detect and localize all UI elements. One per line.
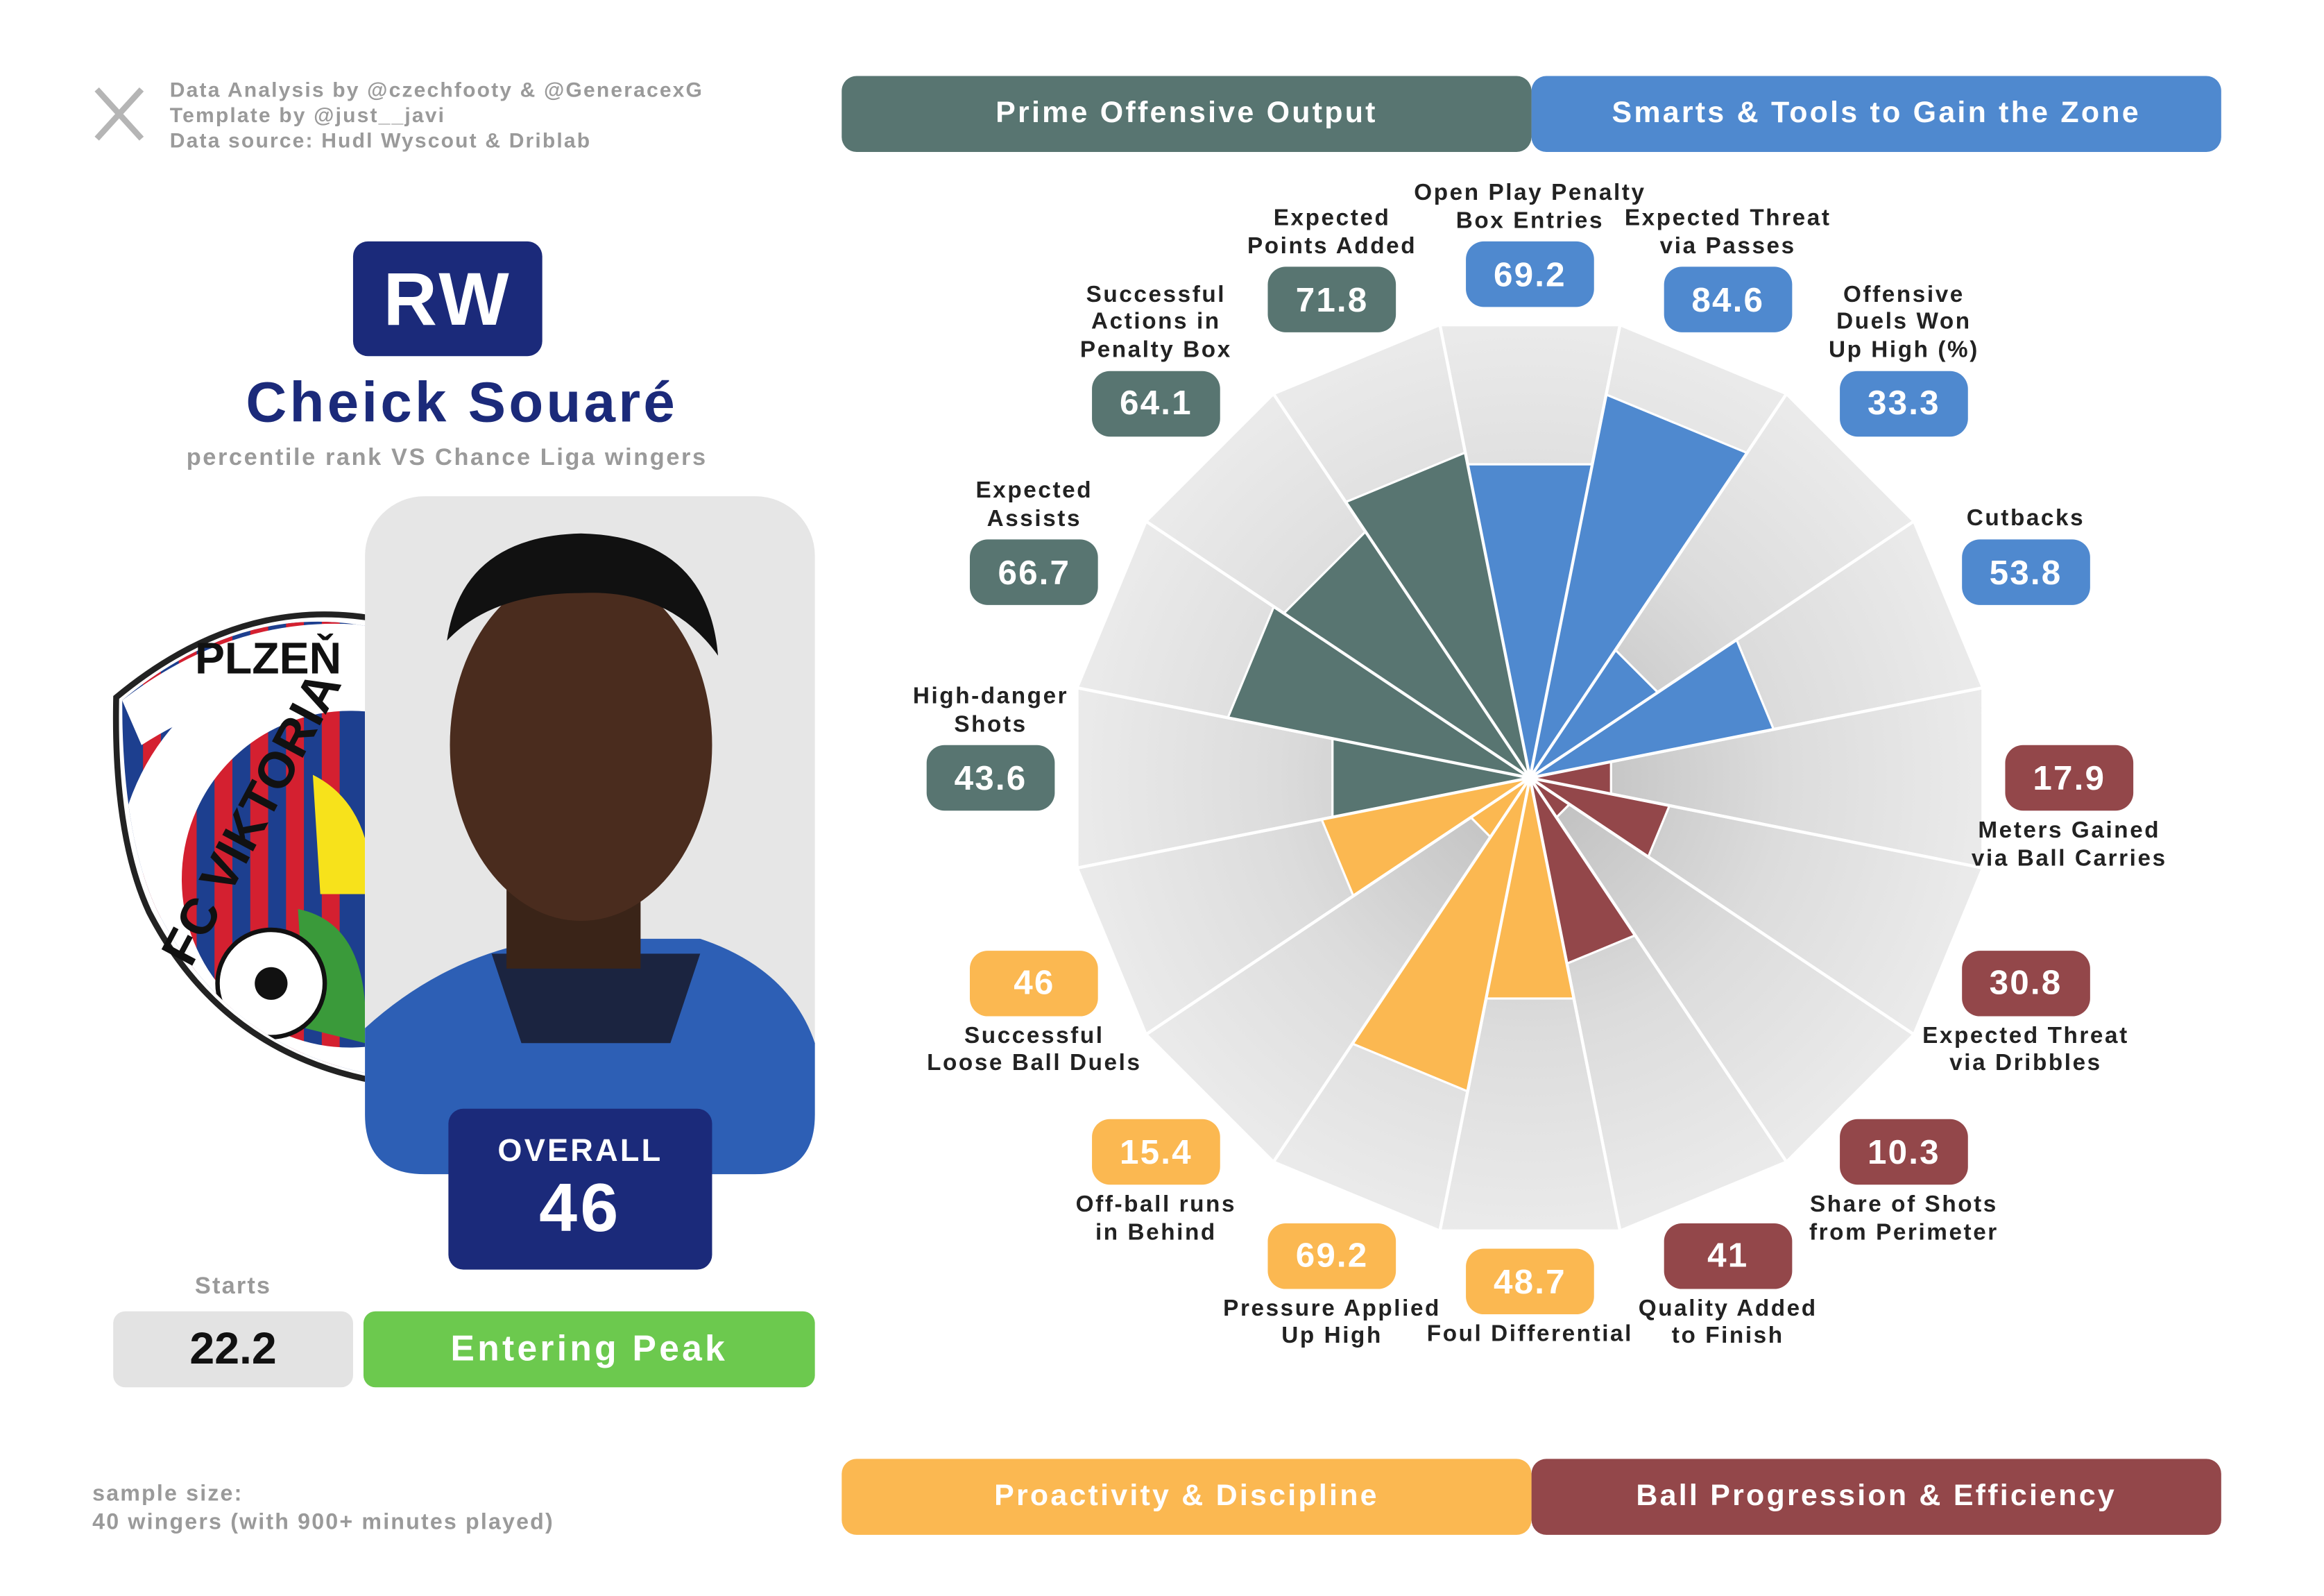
status: Entering Peak (363, 1311, 815, 1388)
overall-value: 46 (539, 1168, 622, 1246)
spoke (1529, 776, 1915, 1036)
x-logo (94, 87, 144, 141)
group-header: Prime Offensive Output (841, 76, 1532, 153)
spoke (1528, 393, 1788, 779)
category-label: Offensive Duels Won Up High (%) (1828, 282, 1979, 363)
overall-box: OVERALL 46 (448, 1108, 712, 1270)
overall-label: OVERALL (497, 1134, 663, 1169)
category-label: Expected Threat via Dribbles (1922, 1023, 2129, 1077)
starts-value: 22.2 (113, 1311, 353, 1388)
value-label: 69.2 (1466, 241, 1594, 307)
category-label: Successful Actions in Penalty Box (1079, 282, 1232, 363)
category-label: Expected Assists (975, 478, 1093, 532)
sample-size: sample size: (92, 1481, 243, 1507)
category-label: Cutbacks (1966, 506, 2085, 532)
spoke (1530, 776, 1983, 869)
value-label: 53.8 (1961, 539, 2090, 606)
spoke (1438, 324, 1532, 779)
spoke (1077, 686, 1530, 780)
value-label: 30.8 (1961, 950, 2090, 1017)
category-label: Open Play Penalty Box Entries (1414, 180, 1646, 234)
sample-size: 40 wingers (with 900+ minutes played) (92, 1509, 554, 1535)
player-name: Cheick Souaré (246, 372, 678, 436)
value-label: 43.6 (926, 745, 1055, 811)
category-label: Pressure Applied Up High (1223, 1296, 1441, 1349)
value-label: 33.3 (1840, 371, 1968, 437)
position-badge: RW (352, 241, 542, 357)
subtitle: percentile rank VS Chance Liga wingers (186, 445, 708, 471)
category-label: Expected Threat via Passes (1624, 205, 1831, 260)
credit: Template by @just__javi (169, 103, 446, 127)
category-label: Share of Shots from Perimeter (1809, 1191, 1999, 1246)
value-label: 66.7 (970, 539, 1099, 606)
category-label: Meters Gained via Ball Carries (1971, 817, 2167, 872)
group-header: Proactivity & Discipline (841, 1459, 1532, 1535)
category-label: Successful Loose Ball Duels (927, 1023, 1142, 1077)
value-label: 15.4 (1092, 1119, 1220, 1185)
category-label: Quality Added to Finish (1638, 1296, 1818, 1349)
spoke (1530, 686, 1983, 780)
player-photo (365, 496, 815, 1175)
spoke (1529, 520, 1915, 779)
spoke (1272, 776, 1532, 1163)
value-label: 17.9 (2005, 745, 2134, 811)
credit: Data source: Hudl Wyscout & Driblab (169, 128, 592, 153)
club-top: PLZEŇ (195, 633, 341, 684)
value-label: 48.7 (1466, 1248, 1594, 1315)
spoke (1528, 777, 1622, 1232)
value-label: 10.3 (1840, 1119, 1968, 1185)
value-label: 71.8 (1267, 266, 1396, 333)
value-label: 64.1 (1092, 371, 1220, 437)
spoke (1272, 393, 1532, 779)
value-label: 41 (1664, 1223, 1793, 1289)
spoke (1145, 520, 1531, 779)
spoke (1528, 324, 1622, 779)
spoke (1077, 776, 1530, 869)
spoke (1528, 776, 1788, 1163)
group-header: Ball Progression & Efficiency (1531, 1459, 2221, 1535)
starts-label: Starts (194, 1274, 272, 1300)
value-label: 69.2 (1267, 1223, 1396, 1289)
value-label: 46 (970, 950, 1099, 1017)
spoke (1438, 777, 1532, 1232)
credit: Data Analysis by @czechfooty & @Generace… (169, 77, 704, 102)
category-label: Expected Points Added (1247, 205, 1417, 260)
category-label: Foul Differential (1426, 1321, 1633, 1348)
value-label: 84.6 (1664, 266, 1793, 333)
group-header: Smarts & Tools to Gain the Zone (1531, 76, 2221, 153)
spoke (1145, 776, 1531, 1036)
category-label: Off-ball runs in Behind (1075, 1191, 1237, 1246)
category-label: High-danger Shots (912, 684, 1069, 737)
